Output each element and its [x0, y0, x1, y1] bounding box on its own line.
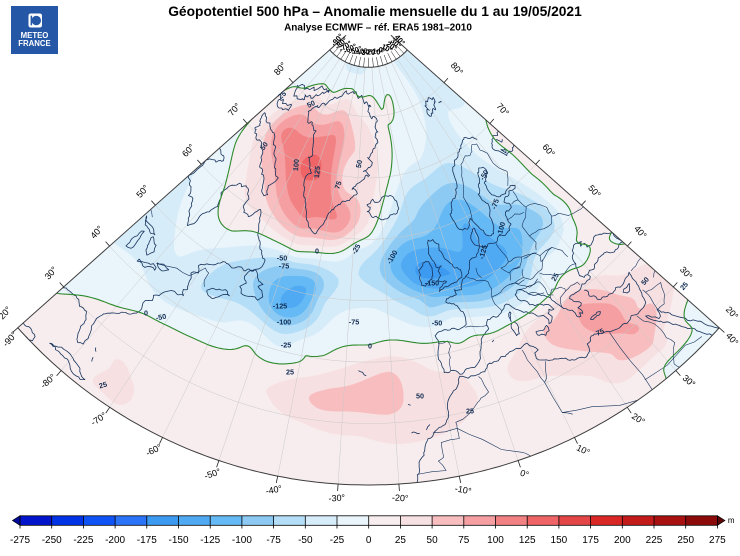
svg-text:0: 0	[366, 535, 372, 546]
svg-text:-125: -125	[273, 302, 287, 311]
svg-text:175: 175	[582, 535, 599, 546]
svg-text:50: 50	[639, 275, 651, 287]
svg-text:-75: -75	[349, 318, 359, 327]
svg-text:-50: -50	[277, 254, 287, 263]
svg-text:METEO: METEO	[21, 31, 49, 40]
svg-text:50: 50	[354, 159, 364, 168]
svg-text:-50: -50	[432, 319, 442, 328]
svg-text:25: 25	[98, 380, 108, 391]
svg-text:-250: -250	[42, 535, 62, 546]
svg-text:75: 75	[332, 180, 343, 191]
svg-text:150: 150	[551, 535, 568, 546]
svg-text:25: 25	[276, 89, 288, 101]
svg-text:125: 125	[519, 535, 536, 546]
svg-text:25: 25	[678, 280, 690, 292]
svg-text:-20°: -20°	[364, 47, 378, 57]
svg-text:0°: 0°	[377, 45, 387, 56]
svg-text:Géopotentiel 500 hPa – Anomali: Géopotentiel 500 hPa – Anomalie mensuell…	[168, 4, 582, 19]
svg-text:0: 0	[315, 247, 319, 256]
svg-text:-225: -225	[73, 535, 93, 546]
svg-text:25: 25	[466, 407, 474, 416]
svg-text:0°: 0°	[519, 468, 531, 480]
svg-text:-10°: -10°	[454, 483, 473, 496]
svg-text:-125: -125	[477, 244, 489, 260]
svg-text:100: 100	[487, 535, 504, 546]
svg-text:225: 225	[646, 535, 663, 546]
svg-text:50: 50	[258, 140, 270, 152]
svg-text:25: 25	[549, 271, 561, 282]
svg-text:-275: -275	[10, 535, 30, 546]
svg-text:200: 200	[614, 535, 631, 546]
svg-text:m: m	[728, 516, 735, 525]
svg-text:-25: -25	[330, 535, 345, 546]
svg-text:275: 275	[709, 535, 726, 546]
svg-text:250: 250	[677, 535, 694, 546]
svg-text:-40°: -40°	[353, 46, 368, 57]
svg-text:125: 125	[312, 166, 322, 179]
svg-text:-150: -150	[168, 535, 188, 546]
svg-text:10°: 10°	[380, 42, 394, 55]
svg-text:100: 100	[291, 159, 301, 172]
svg-text:50: 50	[416, 392, 424, 401]
svg-text:75: 75	[458, 535, 470, 546]
svg-text:50: 50	[305, 98, 316, 110]
svg-text:-40°: -40°	[265, 483, 284, 496]
svg-text:-30°: -30°	[328, 492, 346, 503]
svg-text:25: 25	[395, 535, 407, 546]
svg-text:0: 0	[368, 342, 372, 351]
svg-text:-100: -100	[495, 221, 507, 237]
svg-text:-200: -200	[105, 535, 125, 546]
svg-text:-50: -50	[478, 168, 491, 181]
svg-text:FRANCE: FRANCE	[18, 39, 51, 48]
svg-text:-50°: -50°	[347, 44, 363, 57]
svg-text:-175: -175	[137, 535, 157, 546]
svg-text:75: 75	[594, 326, 605, 338]
svg-text:50: 50	[427, 535, 439, 546]
svg-text:-30°: -30°	[359, 47, 373, 57]
svg-text:-75: -75	[489, 198, 501, 211]
svg-text:25: 25	[286, 368, 294, 377]
svg-text:-25: -25	[350, 242, 363, 255]
svg-text:-125: -125	[200, 535, 220, 546]
svg-text:0: 0	[144, 309, 148, 318]
svg-text:-50: -50	[155, 312, 167, 323]
svg-text:-50: -50	[298, 535, 313, 546]
svg-text:-75: -75	[279, 262, 289, 271]
svg-text:-100: -100	[277, 318, 291, 327]
svg-text:Analyse ECMWF – réf. ERA5 1981: Analyse ECMWF – réf. ERA5 1981–2010	[284, 23, 472, 34]
svg-text:-20°: -20°	[392, 492, 410, 503]
svg-text:-100: -100	[232, 535, 252, 546]
svg-text:-25: -25	[281, 341, 291, 350]
svg-text:-75: -75	[266, 535, 281, 546]
svg-text:-10°: -10°	[369, 46, 384, 57]
svg-text:-150: -150	[425, 279, 439, 288]
